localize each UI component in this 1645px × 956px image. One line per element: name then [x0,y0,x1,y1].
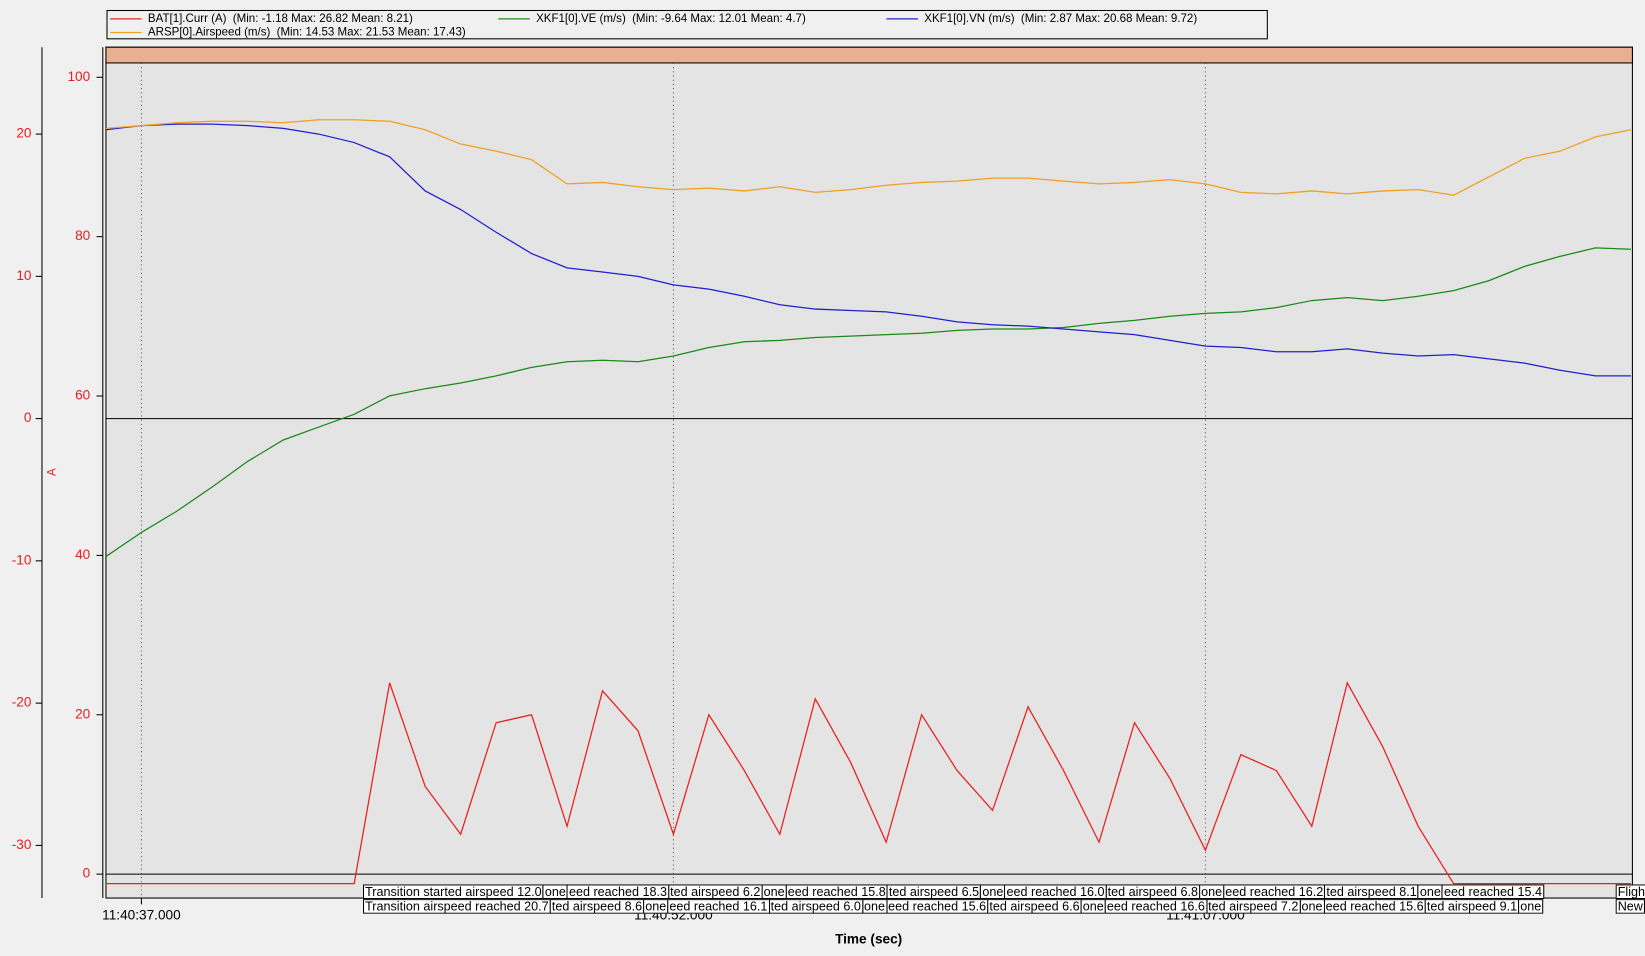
legend-name: ARSP[0].Airspeed (m/s) [148,27,271,39]
legend-entry: BAT[1].Curr (A) (Min: -1.18 Max: 26.82 Me… [148,13,413,25]
legend-entry: XKF1[0].VN (m/s) (Min: 2.87 Max: 20.68 Me… [924,13,1197,25]
y-tick-label: 10 [16,268,32,283]
y2-axis-title: A [47,468,59,476]
event-label: eed reached 16.0 [1004,884,1107,900]
event-label: one [861,899,888,914]
event-label: ted airspeed 6.8 [1105,884,1201,900]
event-label: ted airspeed 6.5 [886,884,982,900]
legend-entry: XKF1[0].VE (m/s) (Min: -9.64 Max: 12.01 M… [536,13,806,25]
event-label: eed reached 16.2 [1223,884,1326,900]
event-label: Fligh [1615,884,1645,900]
series-line [105,123,1631,377]
event-label: one [1417,884,1443,900]
y2-tick-label: 60 [75,388,91,403]
y-tick-label: 20 [16,126,32,141]
event-label: one [761,884,787,900]
event-label: ted airspeed 6.6 [987,899,1082,914]
y2-tick-label: 0 [83,866,91,881]
y-tick-label: -20 [12,695,32,710]
event-label: ted airspeed 7.2 [1205,899,1301,914]
event-label: Transition airspeed reached 20.7 [362,899,551,914]
event-label: ted airspeed 8.1 [1324,884,1419,900]
series-line [105,247,1631,558]
event-row: Transition started airspeed 12.0 one eed r… [362,884,1616,900]
series-line [105,681,1631,885]
y-tick-label: -10 [12,552,32,567]
y2-tick-label: 20 [75,706,91,721]
legend-name: XKF1[0].VE (m/s) [536,13,626,25]
event-label: one [643,899,669,914]
event-label: eed reached 18.3 [566,884,670,900]
event-label: ted airspeed 6.0 [768,899,863,914]
legend-name: XKF1[0].VN (m/s) [924,13,1015,25]
series-line [105,119,1632,196]
legend-entry: ARSP[0].Airspeed (m/s) (Min: 14.53 Max: 2… [148,27,466,39]
legend-name: BAT[1].Curr (A) [148,13,227,25]
event-row: Fligh [1615,884,1645,900]
event-label: Transition started airspeed 12.0 [362,884,544,900]
event-label: one [1518,899,1544,914]
event-label: eed reached 15.4 [1441,884,1545,900]
x-axis-title: Time (sec) [835,932,902,947]
event-label: ted airspeed 8.6 [549,899,645,914]
event-row: Transition airspeed reached 20.7 ted airs… [362,899,1616,914]
y2-tick-label: 40 [75,547,91,562]
event-label: New [1615,899,1645,914]
legend-stats: (Min: -1.18 Max: 26.82 Mean: 8.21) [233,13,413,25]
plot-area [105,46,1633,899]
event-label: eed reached 16.6 [1104,899,1208,914]
legend-stats: (Min: 14.53 Max: 21.53 Mean: 17.43) [277,27,466,39]
y2-tick-label: 100 [67,69,90,84]
event-label: ted airspeed 9.1 [1424,899,1520,914]
event-label: one [1080,899,1106,914]
y-tick-label: -30 [12,837,32,852]
event-label: eed reached 15.6 [886,899,989,914]
event-label: one [980,884,1006,900]
legend-box [106,9,1268,40]
event-label: eed reached 16.1 [667,899,770,914]
event-label: ted airspeed 6.2 [668,884,763,900]
event-label: one [542,884,568,900]
y2-tick-label: 80 [75,228,91,243]
mode-band [105,46,1633,64]
event-label: one [1299,899,1325,914]
y-tick-label: 0 [24,410,32,425]
event-row: New [1615,899,1645,914]
x-tick-label: 11:40:37.000 [102,907,181,922]
legend-stats: (Min: 2.87 Max: 20.68 Mean: 9.72) [1021,13,1197,25]
event-label: eed reached 15.6 [1323,899,1426,914]
event-label: eed reached 15.8 [785,884,888,900]
legend-stats: (Min: -9.64 Max: 12.01 Mean: 4.7) [632,13,806,25]
event-label: one [1198,884,1225,900]
